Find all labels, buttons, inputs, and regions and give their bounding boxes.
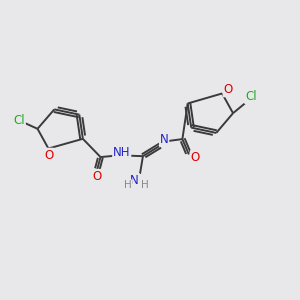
Text: NH: NH <box>113 146 130 159</box>
Text: Cl: Cl <box>245 90 256 103</box>
Text: O: O <box>191 151 200 164</box>
Text: O: O <box>224 83 233 96</box>
Text: O: O <box>92 170 102 183</box>
Text: N: N <box>160 133 169 146</box>
Text: N: N <box>130 174 139 187</box>
Text: H: H <box>124 180 131 190</box>
Text: Cl: Cl <box>14 114 25 127</box>
Text: H: H <box>141 180 149 190</box>
Text: O: O <box>44 148 54 161</box>
